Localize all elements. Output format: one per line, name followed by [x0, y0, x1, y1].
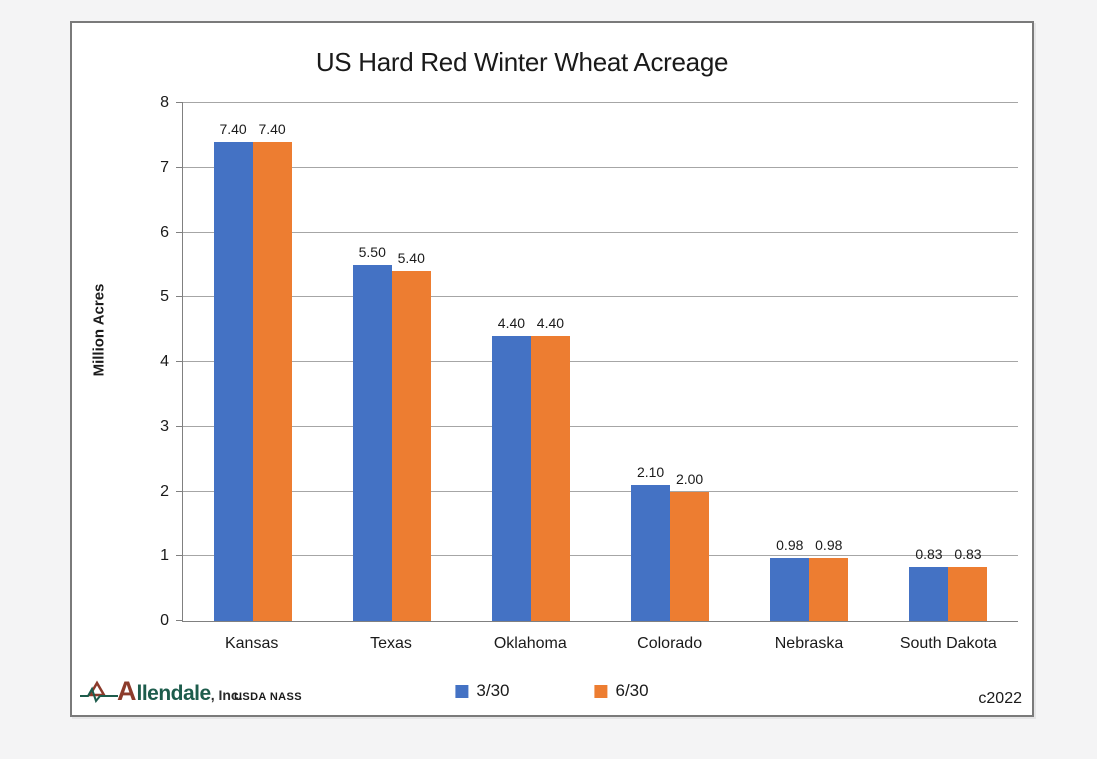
y-tick-label: 1: [160, 547, 169, 565]
y-axis-tick: [176, 102, 183, 103]
bar-group-oklahoma: 4.40 4.40: [461, 103, 600, 621]
bar-3-30-nebraska: 0.98: [770, 537, 810, 621]
allendale-mountain-icon: [80, 677, 120, 708]
legend-item-3-30: 3/30: [455, 681, 510, 701]
x-axis-labels: Kansas Texas Oklahoma Colorado Nebraska South…: [182, 635, 1018, 653]
legend-item-6-30: 6/30: [594, 681, 649, 701]
y-tick-label: 4: [160, 353, 169, 370]
legend-label: 6/30: [615, 681, 649, 700]
bar-3-30-kansas: 7.40: [213, 121, 253, 621]
bar-group-texas: 5.50 5.40: [322, 103, 461, 621]
y-tick-label: 8: [160, 94, 169, 111]
plot-area: 0 1 2 3 4 5 6 7 8 7.40 7.40 5.50 5.40 4.40 4.40 2.10 2.0…: [160, 95, 1018, 629]
gridline: [183, 555, 1018, 557]
legend-label: 3/30: [476, 681, 510, 700]
legend-swatch-icon: [594, 684, 608, 698]
chart-title: US Hard Red Winter Wheat Acreage: [315, 47, 729, 77]
category-label-colorado: Colorado: [637, 635, 703, 652]
logo-text: llendale: [136, 682, 212, 705]
bar-group-nebraska: 0.98 0.98: [740, 103, 879, 621]
bar-value-label: 0.98: [815, 536, 843, 553]
bar-value-label: 4.40: [497, 315, 526, 332]
bar-6-30-nebraska: 0.98: [809, 537, 849, 621]
bar-value-label: 7.40: [258, 120, 286, 137]
y-axis-tick: [176, 620, 183, 621]
gridline: [183, 231, 1018, 233]
y-axis-title: Million Acres: [90, 283, 108, 377]
bar-value-label: 2.10: [636, 464, 665, 481]
bar-3-30-south-dakota: 0.83: [909, 546, 949, 621]
category-label-nebraska: Nebraska: [774, 635, 844, 652]
y-tick-label: 3: [160, 417, 169, 435]
category-label-oklahoma: Oklahoma: [493, 635, 567, 652]
y-axis-tick: [176, 425, 183, 427]
y-tick-label: 6: [160, 223, 169, 241]
y-axis-tick: [176, 555, 183, 557]
bar-6-30-kansas: 7.40: [252, 121, 292, 621]
gridline: [183, 361, 1018, 362]
category-label-texas: Texas: [370, 635, 412, 652]
bar-value-label: 4.40: [536, 315, 565, 332]
logo-initial: A: [117, 676, 137, 706]
y-tick-label: 0: [160, 612, 169, 629]
logo-suffix: , Inc.: [210, 687, 243, 703]
bar-6-30-oklahoma: 4.40: [530, 315, 570, 621]
gridline: [183, 166, 1018, 168]
bar-value-label: 7.40: [219, 120, 247, 137]
bar-value-label: 5.50: [358, 243, 386, 260]
y-tick-label: 7: [160, 158, 169, 176]
y-axis-tick: [176, 296, 183, 298]
bar-3-30-colorado: 2.10: [631, 464, 671, 621]
source-label: USDA NASS: [234, 691, 302, 703]
y-axis-tick: [176, 490, 183, 492]
y-axis-tick: [176, 231, 183, 233]
bar-6-30-colorado: 2.00: [670, 471, 710, 621]
bar-value-label: 5.40: [397, 250, 425, 267]
legend-swatch-icon: [455, 684, 469, 698]
bars-row: 7.40 7.40 5.50 5.40 4.40 4.40 2.10 2.00 0.98 0.98…: [183, 103, 1018, 621]
bar-3-30-oklahoma: 4.40: [491, 315, 531, 621]
y-axis-tick: [176, 361, 183, 362]
copyright-label: c2022: [978, 690, 1022, 707]
bar-group-kansas: 7.40 7.40: [183, 103, 322, 621]
bar-value-label: 0.98: [776, 536, 804, 553]
bar-group-south-dakota: 0.83 0.83: [879, 103, 1018, 621]
bar-3-30-texas: 5.50: [352, 244, 392, 621]
y-tick-label: 5: [160, 288, 169, 306]
chart: US Hard Red Winter Wheat Acreage Million…: [70, 21, 1034, 717]
y-tick-label: 2: [160, 482, 169, 500]
category-label-south-dakota: South Dakota: [899, 635, 997, 652]
y-axis-tick: [176, 166, 183, 168]
bar-value-label: 0.83: [954, 546, 982, 563]
bar-6-30-texas: 5.40: [391, 250, 431, 621]
bar-value-label: 0.83: [915, 546, 943, 563]
gridline: [183, 296, 1018, 298]
legend: 3/30 6/30: [455, 681, 649, 701]
gridline: [183, 102, 1018, 103]
bar-group-colorado: 2.10 2.00: [601, 103, 740, 621]
gridline: [183, 490, 1018, 492]
category-label-kansas: Kansas: [224, 635, 279, 652]
gridline: [183, 425, 1018, 427]
bar-value-label: 2.00: [675, 470, 704, 487]
bar-6-30-south-dakota: 0.83: [948, 546, 988, 621]
